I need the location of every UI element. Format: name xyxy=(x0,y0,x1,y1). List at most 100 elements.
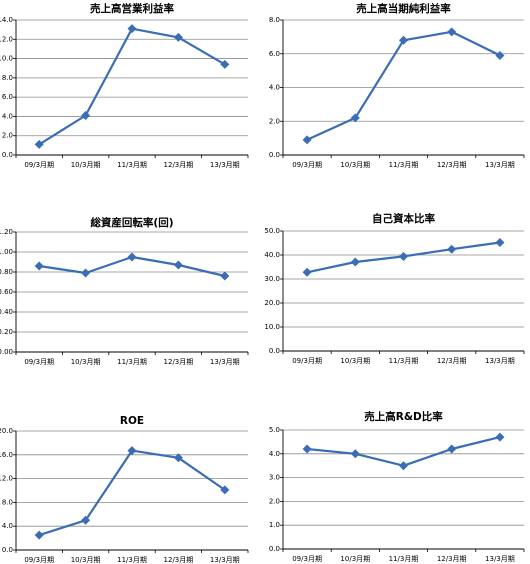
data-point-5 xyxy=(220,59,230,69)
y-tick-label: 20.0 xyxy=(0,427,13,435)
y-tick-label: 0.20 xyxy=(0,328,13,336)
data-point-5 xyxy=(220,485,230,495)
y-tick-label: 2.0 xyxy=(269,117,280,125)
y-tick-label: 0.0 xyxy=(269,151,280,159)
y-tick-label: 0.0 xyxy=(2,151,13,159)
y-tick-label: 2.0 xyxy=(2,132,13,140)
x-tick-label-10-3: 10/3月期 xyxy=(71,161,101,169)
data-point-3 xyxy=(399,251,408,261)
x-tick-label-11-3: 11/3月期 xyxy=(389,161,419,169)
chart-title: 売上高当期純利益率 xyxy=(356,2,451,15)
x-tick-label-13-3: 13/3月期 xyxy=(485,161,515,169)
chart-title: 総資産回転率(回) xyxy=(90,216,173,229)
y-tick-label: 20.0 xyxy=(264,299,280,307)
y-tick-label: 0.00 xyxy=(0,348,13,356)
y-tick-label: 1.0 xyxy=(269,521,280,529)
data-point-1 xyxy=(302,267,312,277)
x-tick-label-10-3: 10/3月期 xyxy=(340,555,370,563)
data-point-2 xyxy=(350,449,360,459)
y-tick-label: 12.0 xyxy=(0,475,13,483)
data-point-1 xyxy=(302,135,312,145)
y-tick-label: 0.80 xyxy=(0,268,13,276)
data-point-1 xyxy=(34,139,44,149)
y-tick-label: 40.0 xyxy=(264,251,280,259)
data-point-4 xyxy=(173,32,183,42)
data-point-4 xyxy=(447,444,457,454)
x-tick-label-11-3: 11/3月期 xyxy=(117,161,147,169)
x-tick-label-11-3: 11/3月期 xyxy=(389,555,419,563)
x-tick-label-09-3: 09/3月期 xyxy=(24,556,54,564)
data-point-2 xyxy=(350,113,360,123)
x-tick-label-11-3: 11/3月期 xyxy=(389,357,419,365)
y-tick-label: 12.0 xyxy=(0,35,13,43)
data-point-5 xyxy=(495,432,505,442)
x-tick-label-09-3: 09/3月期 xyxy=(24,161,54,169)
y-tick-label: 8.0 xyxy=(2,498,13,506)
data-point-2 xyxy=(81,515,91,525)
data-point-2 xyxy=(81,110,91,120)
y-tick-label: 2.0 xyxy=(269,497,280,505)
data-point-4 xyxy=(447,244,457,254)
chart-4: 自己資本比率 0.0 10.0 20.0 30.0 40.0 50.0 09/3月期 10/3月… xyxy=(264,212,525,365)
data-point-3 xyxy=(399,461,408,471)
chart-title: ROE xyxy=(120,415,144,427)
x-tick-label-10-3: 10/3月期 xyxy=(340,357,370,365)
x-tick-label-09-3: 09/3月期 xyxy=(292,357,322,365)
data-point-3 xyxy=(127,24,137,34)
y-tick-label: 0.0 xyxy=(269,347,280,355)
data-point-2 xyxy=(81,268,91,278)
chart-1: 売上高営業利益率 0.0 2.0 4.0 6.0 8.0 10.0 12.0 14.0 09/3月… xyxy=(0,2,249,169)
y-tick-label: 1.20 xyxy=(0,228,13,236)
chart-title: 売上高R&D比率 xyxy=(364,410,443,423)
data-point-4 xyxy=(447,27,457,37)
x-tick-label-09-3: 09/3月期 xyxy=(292,555,322,563)
data-point-5 xyxy=(220,271,230,281)
y-tick-label: 4.0 xyxy=(2,112,13,120)
y-tick-label: 8.0 xyxy=(2,74,13,82)
data-point-4 xyxy=(173,260,183,270)
y-tick-label: 30.0 xyxy=(264,275,280,283)
x-tick-label-13-3: 13/3月期 xyxy=(485,357,515,365)
data-point-1 xyxy=(302,444,312,454)
data-point-4 xyxy=(173,453,183,463)
x-tick-label-10-3: 10/3月期 xyxy=(71,358,101,366)
y-tick-label: 0.0 xyxy=(269,545,280,553)
y-tick-label: 10.0 xyxy=(264,323,280,331)
chart-6: 売上高R&D比率 0.0 1.0 2.0 3.0 4.0 5.0 09/3月期 10/3月期 11… xyxy=(269,410,525,563)
series-line xyxy=(38,449,226,537)
x-tick-label-12-3: 12/3月期 xyxy=(437,555,467,563)
y-tick-label: 6.0 xyxy=(2,93,13,101)
y-tick-label: 3.0 xyxy=(269,474,280,482)
chart-title: 売上高営業利益率 xyxy=(90,2,174,15)
y-tick-label: 50.0 xyxy=(264,227,280,235)
data-point-3 xyxy=(127,252,137,262)
y-tick-label: 4.0 xyxy=(269,450,280,458)
x-tick-label-13-3: 13/3月期 xyxy=(485,555,515,563)
y-tick-label: 14.0 xyxy=(0,16,13,24)
y-tick-label: 0.40 xyxy=(0,308,13,316)
data-point-5 xyxy=(495,238,505,248)
chart-3: 総資産回転率(回) 0.00 0.20 0.40 0.60 0.80 1.00 1.20 09/… xyxy=(0,216,249,366)
x-tick-label-11-3: 11/3月期 xyxy=(117,358,147,366)
data-point-3 xyxy=(127,446,137,456)
x-tick-label-12-3: 12/3月期 xyxy=(437,357,467,365)
y-tick-label: 16.0 xyxy=(0,451,13,459)
x-tick-label-12-3: 12/3月期 xyxy=(164,556,194,564)
y-tick-label: 4.0 xyxy=(2,522,13,530)
x-tick-label-10-3: 10/3月期 xyxy=(71,556,101,564)
x-tick-label-11-3: 11/3月期 xyxy=(117,556,147,564)
y-tick-label: 6.0 xyxy=(269,50,280,58)
y-tick-label: 0.0 xyxy=(2,546,13,554)
data-point-1 xyxy=(34,261,44,271)
x-tick-label-13-3: 13/3月期 xyxy=(210,161,240,169)
chart-title: 自己資本比率 xyxy=(372,212,435,225)
x-tick-label-09-3: 09/3月期 xyxy=(292,161,322,169)
series-line xyxy=(306,30,501,141)
data-point-1 xyxy=(34,530,44,540)
y-tick-label: 1.00 xyxy=(0,248,13,256)
x-tick-label-12-3: 12/3月期 xyxy=(164,161,194,169)
series-line xyxy=(38,27,226,146)
y-tick-label: 0.60 xyxy=(0,288,13,296)
data-point-2 xyxy=(350,257,360,267)
